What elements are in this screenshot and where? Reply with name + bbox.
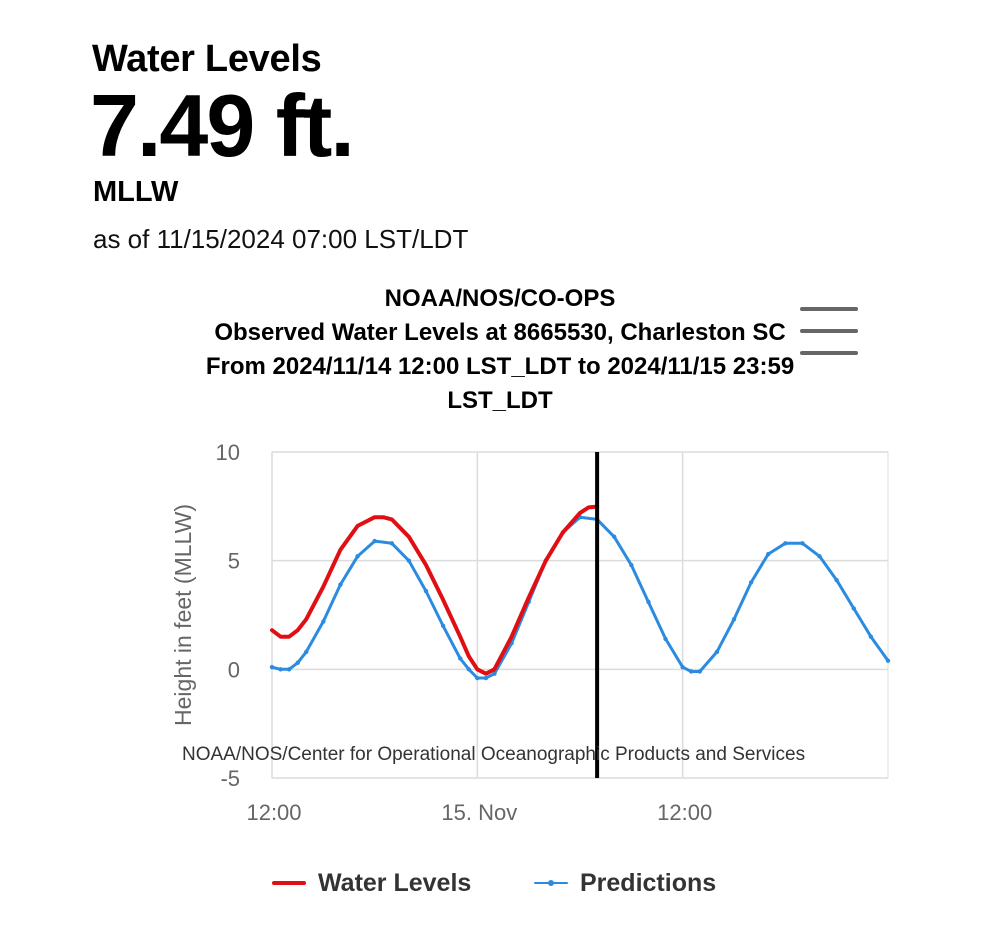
hamburger-icon xyxy=(800,329,858,333)
legend-label-predictions: Predictions xyxy=(580,868,717,897)
chart-menu-button[interactable] xyxy=(798,304,860,360)
data-point-water-levels xyxy=(296,628,300,632)
current-water-level: 7.49 ft. xyxy=(90,76,355,175)
data-point-predictions xyxy=(475,675,480,681)
data-point-water-levels xyxy=(544,559,548,563)
data-point-predictions xyxy=(286,667,292,672)
data-point-water-levels xyxy=(578,511,582,515)
data-point-water-levels xyxy=(561,530,565,535)
chart-title-line-3: From 2024/11/14 12:00 LST_LDT to 2024/11… xyxy=(205,353,795,380)
data-point-predictions xyxy=(304,649,309,655)
data-point-predictions xyxy=(338,582,343,587)
data-point-predictions xyxy=(851,606,856,611)
chart-title-line-2: Observed Water Levels at 8665530, Charle… xyxy=(214,319,786,346)
hamburger-icon xyxy=(800,351,858,355)
data-point-predictions xyxy=(629,562,634,568)
data-point-water-levels xyxy=(492,667,497,671)
x-tick-label: 12:00 xyxy=(657,800,712,825)
data-point-predictions xyxy=(834,578,839,583)
data-point-water-levels xyxy=(475,667,479,671)
data-point-predictions xyxy=(868,634,874,639)
as-of-timestamp: as of 11/15/2024 07:00 LST/LDT xyxy=(93,224,469,254)
legend-swatch-water-levels xyxy=(272,873,306,893)
data-point-predictions xyxy=(269,664,275,670)
data-point-predictions xyxy=(689,669,694,674)
data-point-predictions xyxy=(800,541,805,546)
data-point-water-levels xyxy=(467,654,471,658)
data-point-water-levels xyxy=(424,563,428,567)
page-title: Water Levels xyxy=(92,38,322,80)
data-point-predictions xyxy=(817,554,822,559)
data-point-water-levels xyxy=(373,515,377,519)
data-point-predictions xyxy=(492,671,497,676)
data-point-predictions xyxy=(458,656,463,661)
data-point-predictions xyxy=(663,636,668,642)
data-point-predictions xyxy=(295,660,300,666)
data-point-water-levels xyxy=(270,628,274,632)
data-point-water-levels xyxy=(304,617,308,621)
y-tick-label: 0 xyxy=(228,657,240,682)
data-point-predictions xyxy=(321,619,326,624)
data-point-water-levels xyxy=(509,635,514,639)
data-point-predictions xyxy=(483,675,489,681)
data-point-predictions xyxy=(466,667,471,672)
legend-item-water-levels[interactable]: Water Levels xyxy=(272,866,471,900)
data-point-water-levels xyxy=(527,596,531,600)
data-point-predictions xyxy=(646,599,651,605)
series-line-water-levels xyxy=(270,504,600,676)
data-point-predictions xyxy=(406,558,412,563)
x-tick-label: 12:00 xyxy=(246,800,301,825)
data-point-water-levels xyxy=(381,515,385,519)
data-point-water-levels xyxy=(586,505,591,510)
data-point-predictions xyxy=(389,541,394,546)
chart-title-line-1: NOAA/NOS/CO-OPS xyxy=(384,285,616,312)
chart-title: NOAA/NOS/CO-OPS Observed Water Levels at… xyxy=(140,282,860,418)
legend-item-predictions[interactable]: Predictions xyxy=(534,866,716,900)
data-point-predictions xyxy=(612,534,617,539)
y-tick-label: 5 xyxy=(228,549,240,574)
data-point-predictions xyxy=(355,554,360,559)
data-point-water-levels xyxy=(278,635,283,639)
data-point-water-levels xyxy=(407,535,411,539)
chart-title-line-4: LST_LDT xyxy=(447,387,553,414)
y-axis-label: Height in feet (MLLW) xyxy=(170,504,196,726)
chart-legend: Water Levels Predictions xyxy=(0,866,1000,900)
data-point-predictions xyxy=(748,580,754,585)
data-point-predictions xyxy=(714,649,720,655)
data-point-predictions xyxy=(440,623,446,629)
data-point-water-levels xyxy=(287,635,291,639)
x-tick-label: 15. Nov xyxy=(441,800,517,825)
series-line-predictions xyxy=(271,515,890,680)
data-point-predictions xyxy=(372,538,377,544)
data-point-predictions xyxy=(278,667,283,672)
data-point-water-levels xyxy=(321,585,325,589)
data-point-water-levels xyxy=(484,672,488,676)
data-point-predictions xyxy=(766,551,771,557)
data-point-water-levels xyxy=(441,598,445,602)
plot-area xyxy=(271,451,889,779)
chart-credit: NOAA/NOS/Center for Operational Oceanogr… xyxy=(182,744,805,765)
data-point-water-levels xyxy=(458,635,462,639)
data-point-predictions xyxy=(885,658,891,663)
y-tick-label: -5 xyxy=(220,766,240,791)
data-point-predictions xyxy=(423,588,429,594)
data-point-water-levels xyxy=(355,524,360,528)
data-point-water-levels xyxy=(390,517,394,521)
hamburger-icon xyxy=(800,307,858,311)
legend-swatch-predictions xyxy=(534,873,568,893)
datum-label: MLLW xyxy=(93,176,179,208)
y-tick-label: 10 xyxy=(216,440,240,465)
legend-label-water-levels: Water Levels xyxy=(318,868,472,897)
data-point-water-levels xyxy=(338,548,343,552)
data-point-predictions xyxy=(697,669,702,674)
data-point-predictions xyxy=(783,541,788,546)
data-point-predictions xyxy=(680,664,685,670)
data-point-predictions xyxy=(731,617,737,622)
